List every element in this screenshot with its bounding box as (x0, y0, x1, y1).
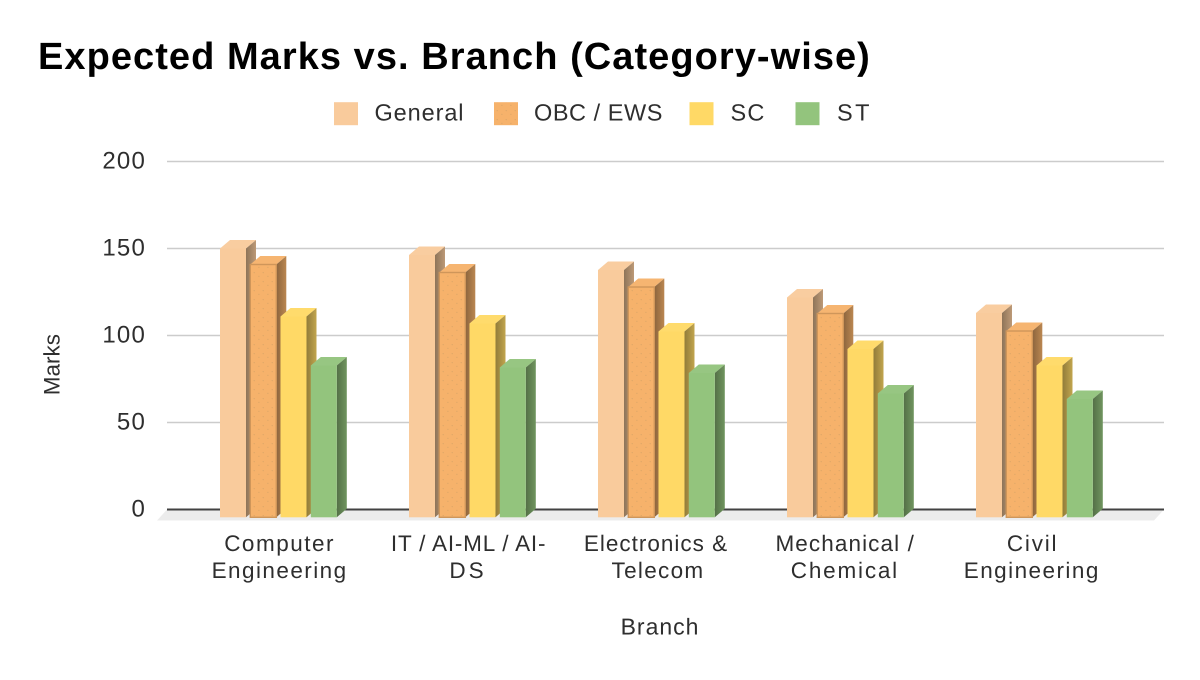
svg-text:IT / AI-ML / AI-: IT / AI-ML / AI- (391, 531, 546, 556)
svg-text:Mechanical /: Mechanical / (775, 531, 915, 556)
svg-text:200: 200 (102, 148, 146, 175)
svg-text:50: 50 (117, 409, 146, 436)
svg-text:Chemical: Chemical (791, 558, 899, 583)
svg-text:ST: ST (837, 100, 872, 126)
svg-text:OBC / EWS: OBC / EWS (534, 100, 663, 126)
svg-text:SC: SC (731, 100, 766, 126)
svg-text:Expected Marks vs. Branch (Cat: Expected Marks vs. Branch (Category-wise… (38, 36, 871, 78)
svg-text:DS: DS (449, 558, 486, 583)
svg-text:Electronics &: Electronics & (584, 531, 728, 556)
svg-text:Computer: Computer (224, 531, 335, 556)
svg-text:Marks: Marks (40, 334, 65, 395)
svg-text:General: General (375, 100, 465, 126)
svg-text:150: 150 (102, 235, 146, 262)
svg-text:Telecom: Telecom (612, 558, 705, 583)
svg-text:Engineering: Engineering (964, 558, 1100, 583)
svg-text:100: 100 (102, 322, 146, 349)
svg-text:Engineering: Engineering (212, 558, 348, 583)
svg-text:0: 0 (131, 496, 146, 523)
svg-text:Branch: Branch (621, 614, 700, 640)
svg-text:Civil: Civil (1007, 531, 1059, 556)
